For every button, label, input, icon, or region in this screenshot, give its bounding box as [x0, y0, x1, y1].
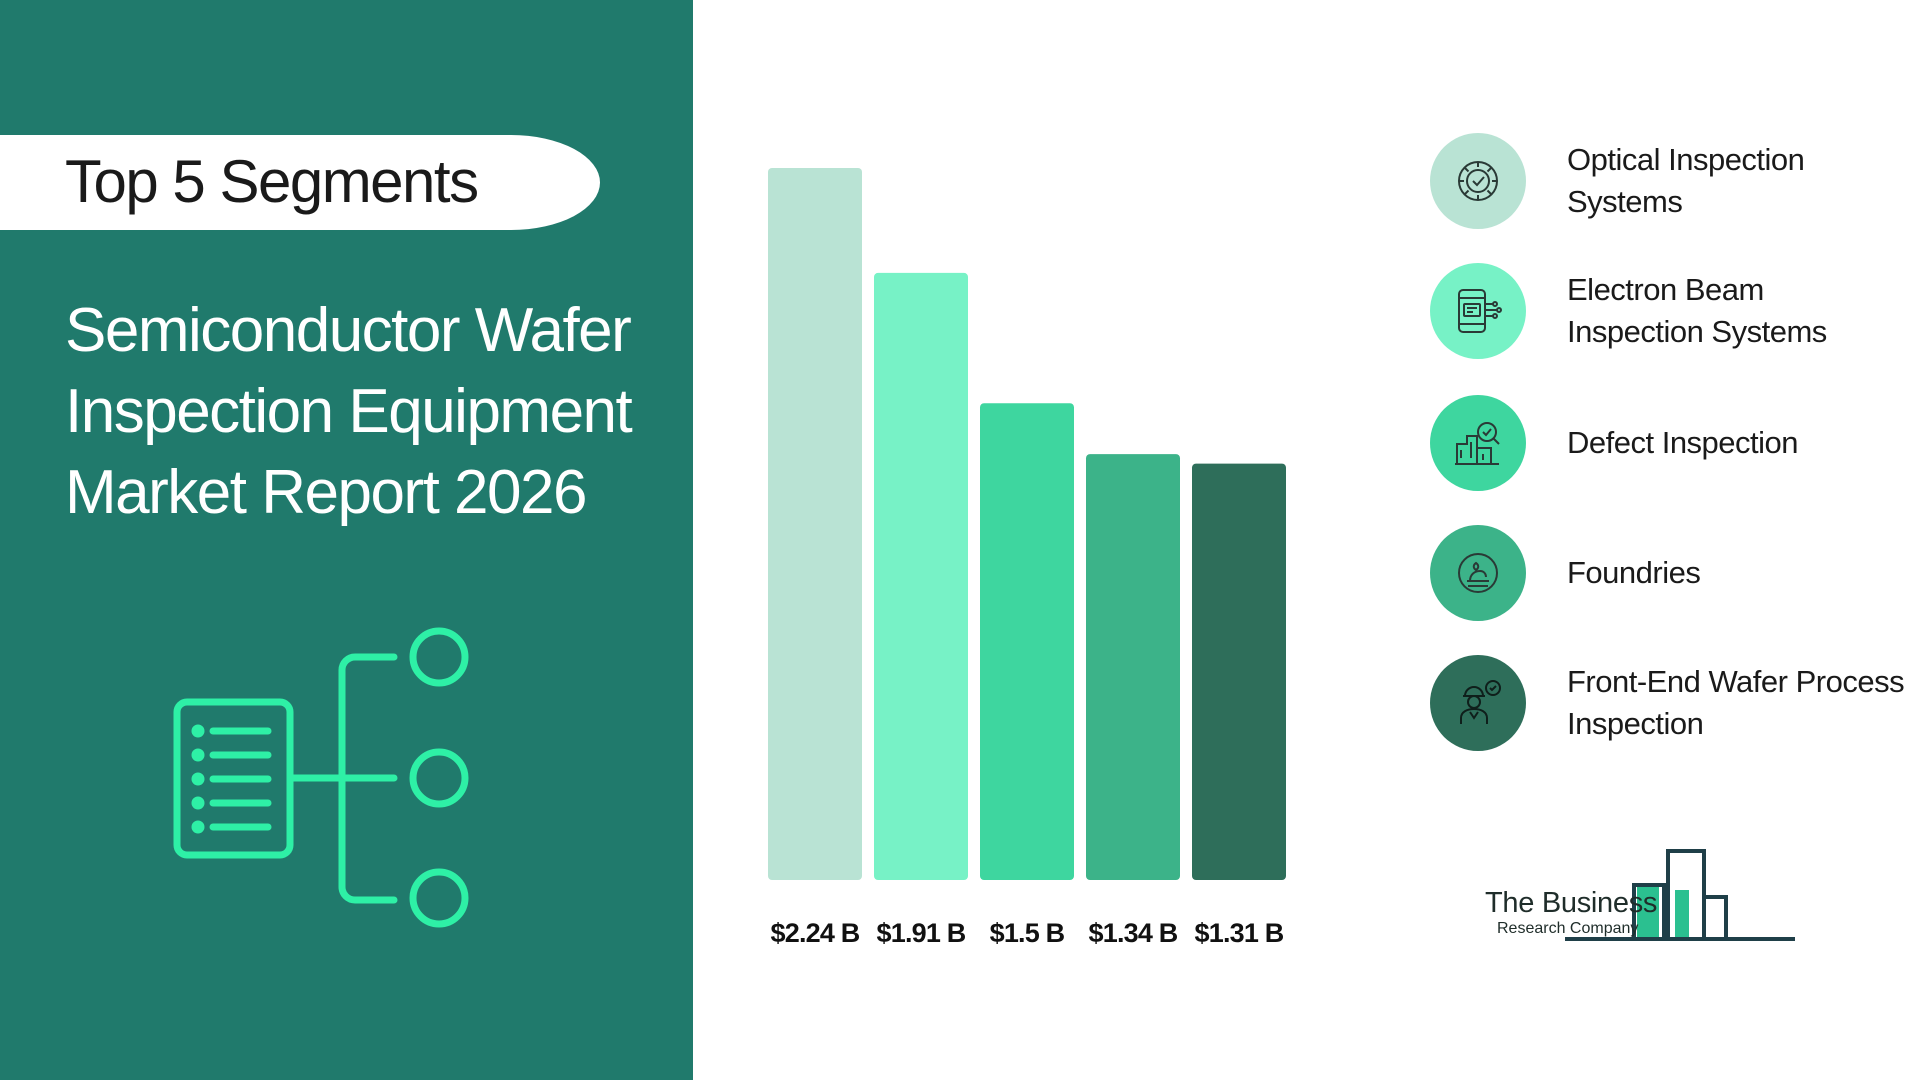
bar-value-label-2: $1.91 B [877, 918, 966, 948]
skyline-logo-icon [1565, 849, 1795, 941]
logo-company-name: The Business [1485, 887, 1658, 919]
bar-value-label-1: $2.24 B [771, 918, 860, 948]
bar-value-label-5: $1.31 B [1195, 918, 1284, 948]
legend-item-optical-inspection-systems: Optical Inspection Systems [1430, 133, 1910, 229]
bar-2 [874, 272, 968, 881]
bar-5 [1192, 463, 1286, 880]
logo-company-subtitle: Research Company [1497, 920, 1639, 937]
segment-tree-icon [173, 627, 469, 928]
legend-label: Defect Inspection [1567, 425, 1799, 460]
report-title-line-3: Market Report 2026 [65, 458, 587, 527]
segments-pill-label: Top 5 Segments [65, 148, 479, 215]
report-title-line-1: Semiconductor Wafer [65, 296, 632, 365]
legend-item-front-end-wafer-process-inspection: Front-End Wafer Process Inspection [1430, 655, 1910, 751]
foundry-hand-icon [1430, 525, 1526, 621]
legend-label: Front-End Wafer Process Inspection [1567, 664, 1905, 741]
report-title: Semiconductor Wafer Inspection Equipment… [65, 290, 665, 533]
legend-label: Foundries [1567, 555, 1701, 590]
bar-1 [768, 168, 862, 880]
report-title-line-2: Inspection Equipment [65, 377, 633, 446]
bar-value-label-3: $1.5 B [990, 918, 1065, 948]
bar-chart: $2.24 B $1.91 B $1.5 B $1.34 B $1.31 B [768, 168, 1286, 948]
legend-item-defect-inspection: Defect Inspection [1430, 395, 1910, 491]
legend-item-electron-beam-inspection-systems: Electron Beam Inspection Systems [1430, 263, 1910, 359]
building-search-icon [1430, 395, 1526, 491]
circuit-device-icon [1430, 263, 1526, 359]
worker-check-icon [1430, 655, 1526, 751]
bar-value-label-4: $1.34 B [1089, 918, 1178, 948]
legend-label: Electron Beam Inspection Systems [1567, 272, 1827, 349]
segments-pill [0, 135, 600, 230]
company-logo: The Business Research Company [1485, 845, 1795, 945]
bar-4 [1086, 454, 1180, 880]
gear-check-icon [1430, 133, 1526, 229]
bar-3 [980, 403, 1074, 880]
legend-item-foundries: Foundries [1430, 525, 1910, 621]
legend-label: Optical Inspection Systems [1567, 142, 1805, 219]
